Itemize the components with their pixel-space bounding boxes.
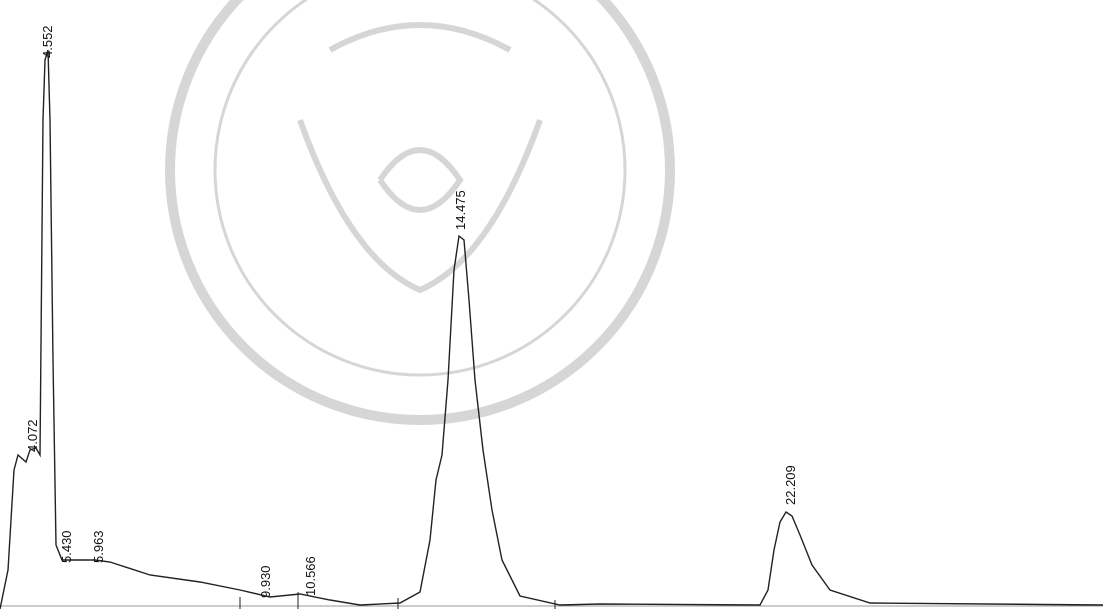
peak-label: 5.430 [59, 530, 74, 563]
peak-label: 4.072 [25, 419, 40, 452]
peak-label: 5.963 [91, 530, 106, 563]
peak-label: 4.552 [40, 25, 55, 58]
trace [0, 49, 1103, 609]
peak-label: 14.475 [453, 190, 468, 230]
tick-marks [239, 592, 556, 609]
watermark [165, 0, 675, 425]
peak-label: 22.209 [783, 465, 798, 505]
peak-label: 9.930 [258, 565, 273, 598]
peak-labels: 4.552 4.072 5.430 5.963 9.930 10.566 14.475 22.… [25, 25, 798, 598]
peak-label: 10.566 [303, 556, 318, 596]
